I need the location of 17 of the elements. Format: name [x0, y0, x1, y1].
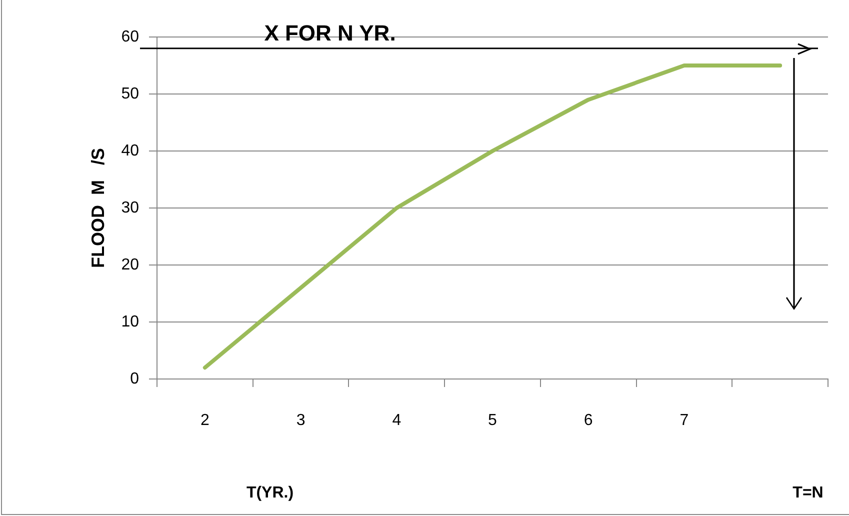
x-tick-label: 5	[488, 412, 498, 430]
x-tick-label: 4	[392, 412, 402, 430]
y-tick-label: 30	[121, 199, 140, 216]
text: T=N	[792, 484, 824, 502]
x-tick-label: 6	[584, 412, 593, 430]
y-axis-title: FLOOD M /S	[88, 148, 108, 268]
x-tick-label: 3	[296, 412, 306, 430]
y-tick-label: 0	[130, 370, 140, 388]
x-tick-label: 7	[680, 412, 689, 430]
y-tick-label: 60	[121, 28, 140, 46]
y-tick-label: 20	[121, 256, 140, 274]
y-tick-label: 50	[121, 85, 140, 102]
x-axis-title: T(YR.)	[246, 484, 294, 502]
y-tick-label: 10	[121, 313, 140, 330]
x-tick-label: 2	[200, 412, 210, 430]
y-tick-label: 40	[121, 142, 140, 160]
ref-line-label: X FOR N YR.	[264, 20, 396, 46]
